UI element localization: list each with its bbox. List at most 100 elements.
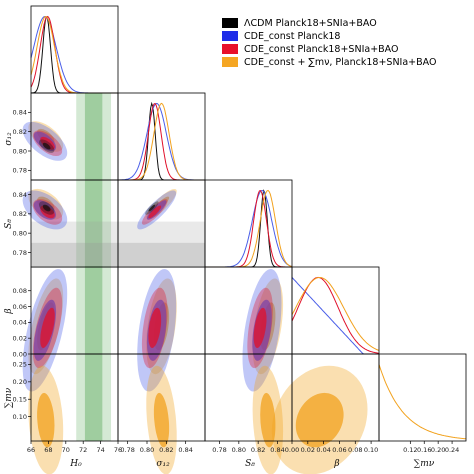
xtick-label-beta: 0.02 — [301, 446, 315, 454]
marginal-S8-series-1 — [205, 189, 293, 268]
legend-label-lcdm: ΛCDM Planck18+SNIa+BAO — [244, 18, 377, 29]
prior-bands-layer — [31, 93, 205, 441]
legend-label-cde-mnu: CDE_const + ∑mν, Planck18+SNIa+BAO — [244, 57, 436, 68]
xtick-label-beta: 0.00 — [285, 446, 299, 454]
ytick-label-S8: 0.78 — [13, 249, 27, 257]
ytick-label-beta: 0.04 — [13, 319, 27, 327]
xtick-label-H0: 68 — [44, 446, 52, 454]
marginal-beta-series-3 — [291, 277, 380, 351]
panel-frames-layer — [30, 5, 467, 442]
xlabel-sum-mnu: ∑mν — [414, 459, 435, 469]
contour-1sigma-H0-beta — [40, 307, 55, 348]
xtick-label-beta: 0.08 — [348, 446, 362, 454]
h0-prior-band-1sigma — [84, 93, 103, 180]
axis-labels: H₀ σ₁₂ S₈ β ∑mν σ₁₂ S₈ β ∑mν — [4, 132, 435, 469]
h0-prior-band-1sigma — [84, 354, 103, 441]
ylabel-beta: β — [4, 308, 14, 314]
xtick-label-beta: 0.06 — [332, 446, 346, 454]
marginal-S8-series-3 — [205, 189, 293, 268]
xtick-label-H0: 72 — [79, 446, 87, 454]
xtick-label-H0: 66 — [27, 446, 35, 454]
ytick-label-sum_mnu: 0.10 — [13, 413, 27, 421]
ytick-label-beta: 0.00 — [13, 350, 27, 358]
ytick-label-S8: 0.80 — [13, 229, 27, 237]
xtick-label-H0: 70 — [62, 446, 70, 454]
legend-swatch-lcdm — [222, 18, 238, 28]
xtick-label-S8: 0.78 — [212, 446, 226, 454]
xlabel-s8: S₈ — [245, 459, 255, 469]
h0-prior-band-2sigma — [76, 267, 112, 354]
contour-1sigma-sigma12-sum_mnu — [153, 392, 170, 448]
xtick-label-beta: 0.04 — [316, 446, 330, 454]
h0-prior-band-2sigma — [76, 180, 112, 267]
ytick-label-sigma12: 0.82 — [13, 128, 27, 136]
xtick-label-sum_mnu: 0.16 — [417, 446, 431, 454]
ytick-label-S8: 0.82 — [13, 210, 27, 218]
xtick-label-S8: 0.84 — [270, 446, 284, 454]
ytick-label-beta: 0.06 — [13, 303, 27, 311]
legend: ΛCDM Planck18+SNIa+BAO CDE_const Planck1… — [222, 18, 436, 68]
xtick-label-S8: 0.80 — [232, 446, 246, 454]
xtick-label-sigma12: 0.82 — [159, 446, 173, 454]
s8-prior-band-1sigma — [31, 242, 118, 267]
xtick-label-H0: 76 — [114, 446, 122, 454]
marginal-beta-series-2 — [291, 276, 380, 354]
marginal-S8-series-0 — [205, 189, 292, 268]
ytick-label-beta: 0.08 — [13, 287, 27, 295]
marginal-sigma12-series-1 — [118, 102, 205, 181]
ytick-label-sigma12: 0.80 — [13, 147, 27, 155]
contour-1sigma-sigma12-S8 — [148, 205, 162, 219]
marginal-sum_mnu-series-3 — [378, 364, 467, 440]
ylabel-sigma12: σ₁₂ — [4, 132, 14, 146]
h0-prior-band-1sigma — [84, 267, 103, 354]
ytick-label-sum_mnu: 0.20 — [13, 378, 27, 386]
contour-1sigma-H0-sigma12 — [42, 142, 51, 150]
ytick-label-beta: 0.02 — [13, 334, 27, 342]
marginal-H0-series-0 — [30, 16, 118, 94]
s8-prior-band-1sigma — [118, 242, 205, 267]
contour-1sigma-S8-beta — [253, 307, 267, 348]
xtick-label-sigma12: 0.84 — [178, 446, 192, 454]
xtick-label-beta: 0.10 — [364, 446, 378, 454]
ylabel-s8: S₈ — [4, 219, 14, 229]
xtick-label-sum_mnu: 0.20 — [431, 446, 445, 454]
ytick-label-S8: 0.84 — [13, 191, 27, 199]
marginal-sigma12-series-0 — [118, 101, 205, 181]
xlabel-beta: β — [333, 459, 339, 469]
contours-layer — [22, 121, 368, 474]
contour-1sigma-H0-S8 — [42, 204, 51, 212]
contour-1sigma-H0-sigma12 — [40, 136, 55, 150]
xlabel-h0: H₀ — [69, 459, 82, 469]
xtick-label-sum_mnu: 0.12 — [403, 446, 417, 454]
h0-prior-band-2sigma — [76, 354, 112, 441]
marginal-S8-series-2 — [205, 190, 292, 268]
ytick-label-sigma12: 0.78 — [13, 167, 27, 175]
xlabel-sigma12: σ₁₂ — [156, 459, 170, 469]
xtick-label-sigma12: 0.80 — [140, 446, 154, 454]
panel-sum_mnu-sum_mnu — [378, 353, 467, 442]
legend-swatch-cde-mnu — [222, 57, 238, 67]
contour-1sigma-S8-sum_mnu — [260, 392, 276, 448]
h0-prior-band-2sigma — [76, 93, 112, 180]
h0-prior-band-1sigma — [84, 180, 103, 267]
contour-1sigma-H0-sum_mnu — [37, 392, 55, 448]
ticks-layer: 66 68 70 72 74 760.78 0.80 0.82 0.84 0.78 0.80 0.82… — [13, 109, 460, 454]
ytick-label-sum_mnu: 0.15 — [13, 396, 27, 404]
contour-1sigma-sigma12-S8 — [148, 204, 156, 212]
contour-1sigma-sigma12-beta — [148, 307, 162, 348]
ylabel-sum-mnu: ∑mν — [4, 387, 14, 408]
legend-swatch-cde-planck-sn-bao — [222, 44, 238, 54]
xtick-label-S8: 0.82 — [251, 446, 265, 454]
panel-beta-beta — [291, 266, 380, 355]
marginal-sigma12-series-2 — [118, 102, 205, 181]
s8-prior-band-2sigma — [118, 221, 205, 267]
xtick-label-H0: 74 — [96, 446, 104, 454]
contour-1sigma-beta-sum_mnu — [295, 392, 344, 448]
s8-prior-band-2sigma — [31, 221, 118, 267]
xtick-label-sigma12: 0.78 — [120, 446, 134, 454]
ytick-label-sigma12: 0.84 — [13, 109, 27, 117]
legend-label-cde-planck-sn-bao: CDE_const Planck18+SNIa+BAO — [244, 44, 398, 55]
legend-swatch-cde-planck — [222, 31, 238, 41]
xtick-label-sum_mnu: 0.24 — [445, 446, 459, 454]
ytick-label-sum_mnu: 0.25 — [13, 361, 27, 369]
